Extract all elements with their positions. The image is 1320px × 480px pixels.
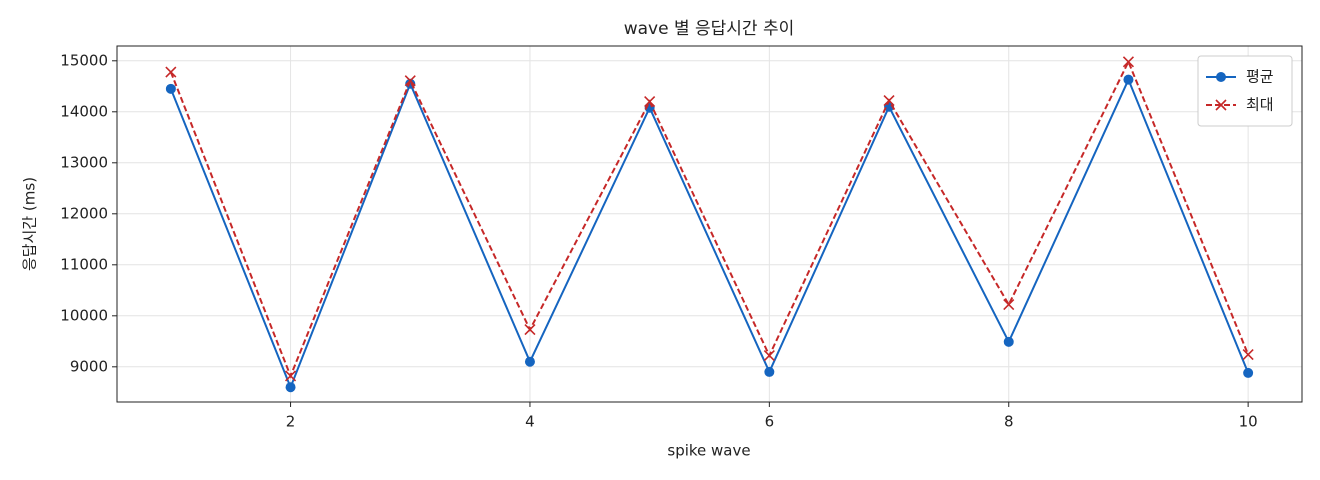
data-point — [1003, 336, 1014, 347]
y-tick-label: 11000 — [60, 255, 108, 273]
y-tick-label: 12000 — [60, 204, 108, 222]
plot-frame — [116, 45, 1303, 403]
series-line — [169, 77, 1250, 390]
y-tick-label: 13000 — [60, 153, 108, 171]
data-point — [165, 66, 177, 78]
data-point — [1122, 56, 1135, 68]
data-point — [763, 350, 775, 362]
data-point — [284, 370, 297, 382]
x-tick-label: 4 — [525, 413, 535, 431]
data-point — [1242, 349, 1254, 361]
x-tick-label: 2 — [286, 413, 296, 431]
x-tick-label: 6 — [765, 413, 775, 431]
data-point — [524, 356, 535, 367]
y-axis-label: 응답시간 (ms) — [21, 177, 39, 271]
legend-box — [1197, 55, 1293, 127]
y-tick-label: 10000 — [60, 306, 108, 324]
data-point — [404, 75, 416, 87]
data-point — [644, 96, 656, 108]
legend-marker — [1216, 72, 1226, 82]
y-tick-label: 15000 — [60, 51, 108, 69]
data-point — [883, 95, 895, 107]
y-tick-label: 14000 — [60, 102, 108, 120]
legend-label: 평균 — [1246, 68, 1274, 86]
x-axis-label: spike wave — [667, 442, 750, 460]
legend-label: 최대 — [1246, 96, 1274, 114]
y-tick-label: 9000 — [70, 357, 108, 375]
x-tick-label: 10 — [1239, 413, 1258, 431]
data-point — [1003, 299, 1015, 311]
data-point — [764, 366, 775, 377]
data-point — [165, 83, 176, 94]
chart-title: wave 별 응답시간 추이 — [624, 19, 795, 39]
x-tick-label: 8 — [1004, 413, 1014, 431]
series-line — [169, 59, 1250, 379]
legend-marker — [1215, 99, 1227, 111]
data-point — [1123, 74, 1134, 85]
data-point — [524, 324, 536, 336]
data-point — [285, 382, 296, 393]
data-point — [1243, 367, 1254, 378]
